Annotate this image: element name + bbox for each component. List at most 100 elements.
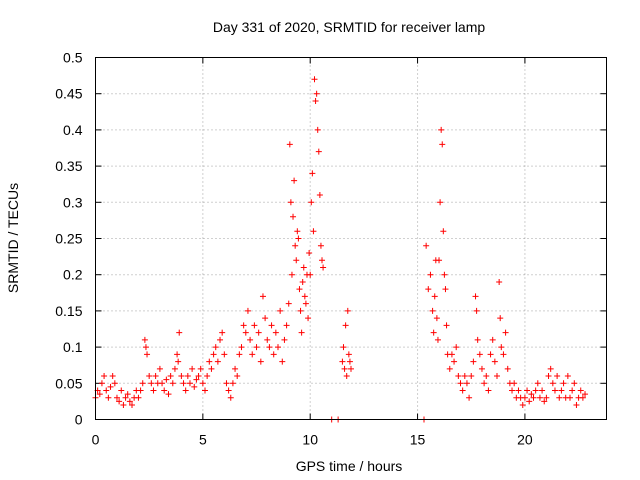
data-point	[549, 380, 556, 387]
data-point	[240, 322, 247, 329]
data-point	[312, 97, 319, 104]
data-point	[297, 307, 304, 314]
data-point	[262, 315, 269, 322]
data-point	[294, 228, 301, 235]
data-point	[195, 373, 202, 380]
data-point	[298, 329, 305, 336]
data-point	[227, 394, 234, 401]
data-point	[511, 380, 518, 387]
data-point	[519, 402, 526, 409]
data-point	[161, 387, 168, 394]
data-point	[316, 192, 323, 199]
data-point	[339, 358, 346, 365]
x-tick-label: 5	[199, 432, 207, 448]
data-point	[543, 394, 550, 401]
data-point	[440, 228, 447, 235]
data-point	[101, 373, 108, 380]
x-tick-label: 15	[410, 432, 426, 448]
data-point	[346, 358, 353, 365]
data-point	[348, 365, 354, 372]
data-point	[141, 336, 148, 343]
data-point	[536, 394, 543, 401]
data-point	[171, 365, 178, 372]
data-point	[163, 376, 170, 383]
data-point	[111, 380, 118, 387]
data-point	[431, 293, 438, 300]
data-point	[317, 242, 324, 249]
data-point	[197, 365, 204, 372]
data-point	[463, 380, 470, 387]
data-point	[468, 373, 475, 380]
data-point	[309, 170, 316, 177]
data-point	[532, 387, 539, 394]
data-point	[524, 387, 531, 394]
data-point	[466, 394, 473, 401]
data-point	[159, 380, 166, 387]
data-point	[232, 365, 239, 372]
data-point	[139, 380, 146, 387]
data-point	[186, 380, 193, 387]
data-point	[150, 387, 157, 394]
x-tick-label: 20	[517, 432, 533, 448]
data-point	[502, 329, 509, 336]
data-point	[315, 148, 322, 155]
data-point	[453, 344, 460, 351]
data-point	[116, 398, 123, 405]
data-point	[457, 380, 464, 387]
data-point	[448, 351, 455, 358]
data-point	[266, 344, 273, 351]
data-point	[214, 358, 221, 365]
data-point	[485, 387, 492, 394]
data-point	[571, 380, 578, 387]
data-point	[229, 380, 236, 387]
grid	[95, 57, 607, 420]
data-point	[310, 228, 317, 235]
data-point	[290, 213, 297, 220]
chart-title: Day 331 of 2020, SRMTID for receiver lam…	[213, 19, 486, 35]
data-point	[206, 358, 213, 365]
y-tick-label: 0.05	[55, 375, 82, 391]
data-point	[497, 315, 504, 322]
data-point	[287, 199, 294, 206]
data-point	[521, 394, 528, 401]
data-point	[122, 394, 129, 401]
data-point	[429, 307, 436, 314]
data-point	[345, 351, 352, 358]
data-point	[234, 373, 241, 380]
data-point	[446, 365, 453, 372]
x-tick-label: 0	[92, 432, 100, 448]
data-point	[305, 315, 312, 322]
data-point	[539, 387, 546, 394]
data-point	[573, 402, 580, 409]
data-point	[296, 286, 303, 293]
data-point	[238, 344, 245, 351]
data-point	[244, 307, 251, 314]
data-point	[242, 329, 249, 336]
data-point	[257, 358, 264, 365]
data-point	[255, 329, 262, 336]
data-point	[180, 380, 187, 387]
data-point	[167, 373, 174, 380]
data-point	[105, 394, 112, 401]
data-point	[577, 387, 584, 394]
data-point	[430, 329, 437, 336]
data-point	[459, 387, 466, 394]
y-tick-label: 0.2	[63, 267, 83, 283]
data-point	[441, 271, 448, 278]
data-point	[174, 351, 181, 358]
data-point	[193, 376, 200, 383]
data-point	[176, 329, 183, 336]
data-point	[306, 249, 313, 256]
data-point	[169, 380, 176, 387]
data-point	[344, 307, 351, 314]
data-point	[144, 351, 151, 358]
data-point	[137, 387, 144, 394]
data-point	[423, 242, 430, 249]
data-point	[314, 126, 321, 133]
data-point	[308, 199, 315, 206]
data-point	[285, 300, 292, 307]
y-tick-label: 0.45	[55, 86, 82, 102]
data-point	[96, 391, 103, 398]
data-point	[259, 293, 266, 300]
data-point	[498, 344, 505, 351]
